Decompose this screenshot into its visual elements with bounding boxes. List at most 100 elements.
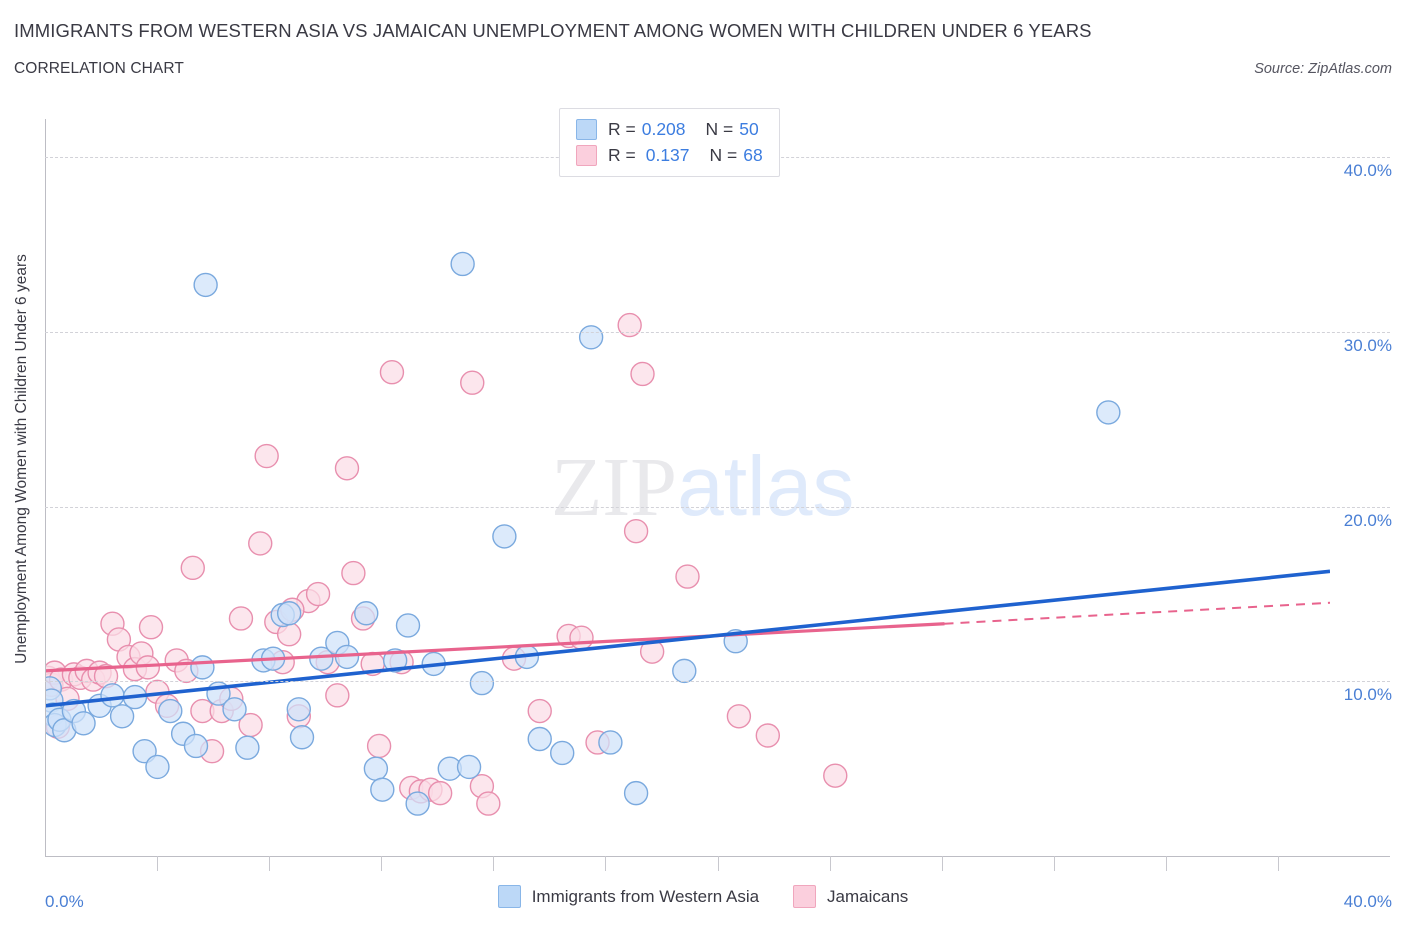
scatter-point[interactable] [755,723,781,748]
scatter-point[interactable] [675,564,700,589]
legend-swatch-pink-icon [576,144,597,166]
scatter-point[interactable] [183,733,209,759]
scatter-point[interactable] [527,698,552,724]
scatter-point[interactable] [550,740,575,766]
scatter-point[interactable] [354,601,379,626]
series-label-immigrants: Immigrants from Western Asia [531,886,760,906]
x-axis-tick [269,856,271,871]
scatter-point[interactable] [469,670,495,696]
correlation-row-blue: R = 0.208 N = 50 [576,116,763,142]
y-gridline [45,506,1390,508]
scatter-point[interactable] [623,518,649,544]
scatter-point[interactable] [617,312,642,338]
scatter-point[interactable] [382,648,408,673]
correlation-row-pink: R = 0.137 N = 68 [576,142,763,168]
trendline-jamaicans-projection [944,601,1330,625]
x-axis-tick [493,856,495,871]
scatter-point[interactable] [222,697,247,722]
scatter-point[interactable] [379,360,405,385]
scatter-group-immigrants [45,251,1121,816]
n-label-blue: N = [705,118,734,139]
scatter-point[interactable] [623,780,649,806]
scatter-point[interactable] [235,735,260,760]
x-axis-tick [381,856,383,871]
r-label-blue: R = [608,118,636,139]
scatter-point[interactable] [823,763,848,788]
scatter-point[interactable] [630,361,655,387]
legend-swatch-blue-icon [576,118,597,140]
scatter-point[interactable] [363,756,389,781]
scatter-point[interactable] [289,725,315,750]
scatter-point[interactable] [366,733,392,759]
y-axis-tick-label: 30.0% [1343,336,1392,356]
x-axis-tick [1277,856,1279,871]
scatter-point[interactable] [286,697,311,722]
scatter-point[interactable] [598,730,623,755]
trendline-jamaicans [45,622,945,673]
legend-item-immigrants[interactable]: Immigrants from Western Asia [497,885,760,908]
y-gridline [45,332,1390,334]
scatter-point[interactable] [109,704,135,729]
scatter-point[interactable] [492,524,517,549]
scatter-group-jamaicans [45,312,848,816]
y-axis-tick-label: 40.0% [1343,161,1392,181]
scatter-point[interactable] [228,606,254,631]
scatter-point[interactable] [569,625,594,650]
y-axis-title: Unemployment Among Women with Children U… [13,254,30,664]
scatter-point[interactable] [190,655,215,680]
scatter-point[interactable] [460,370,485,395]
source-label: Source: ZipAtlas.com [1254,61,1392,77]
chart-subtitle: CORRELATION CHART [14,60,184,77]
scatter-point[interactable] [100,683,125,708]
scatter-point[interactable] [158,698,183,724]
r-value-pink: 0.137 [645,144,690,165]
scatter-point[interactable] [405,791,430,816]
scatter-point[interactable] [672,658,697,684]
legend-item-jamaicans[interactable]: Jamaicans [793,885,908,908]
scatter-point[interactable] [370,777,395,802]
scatter-point[interactable] [248,531,273,556]
scatter-point[interactable] [309,646,334,671]
scatter-svg [45,251,1330,816]
y-axis-tick-label: 10.0% [1343,685,1392,705]
scatter-point[interactable] [180,555,205,581]
scatter-point[interactable] [145,754,170,780]
x-axis-tick [157,856,159,871]
scatter-point[interactable] [476,791,501,816]
n-value-blue: 50 [739,118,759,139]
r-value-blue: 0.208 [641,118,686,139]
x-axis-tick [717,856,719,871]
scatter-point[interactable] [456,754,482,780]
scatter-point[interactable] [276,601,302,626]
series-legend: Immigrants from Western Asia Jamaicans [0,885,1406,908]
series-swatch-blue-icon [497,885,521,908]
n-value-pink: 68 [743,144,763,165]
scatter-point[interactable] [395,613,421,638]
scatter-point[interactable] [71,711,96,736]
scatter-point[interactable] [1096,400,1121,425]
x-axis-tick [605,856,607,871]
scatter-point[interactable] [341,560,366,586]
scatter-point[interactable] [254,443,279,469]
scatter-point[interactable] [138,615,164,640]
series-label-jamaicans: Jamaicans [827,886,909,906]
scatter-point[interactable] [726,704,752,729]
r-label-pink: R = [608,144,636,165]
scatter-point[interactable] [578,325,604,350]
y-gridline [45,681,1390,683]
scatter-point[interactable] [305,581,331,607]
scatter-point[interactable] [325,683,350,708]
x-axis-tick [1165,856,1167,871]
scatter-point[interactable] [427,780,453,806]
scatter-point[interactable] [450,251,475,277]
x-axis-tick [1053,856,1055,871]
scatter-point[interactable] [334,456,360,481]
scatter-point[interactable] [132,739,157,764]
series-swatch-pink-icon [793,885,817,908]
correlation-legend: R = 0.208 N = 50 R = 0.137 N = 68 [559,108,780,177]
scatter-point[interactable] [527,726,552,752]
page-title: IMMIGRANTS FROM WESTERN ASIA VS JAMAICAN… [14,20,1092,41]
y-axis-line [45,119,46,856]
scatter-point[interactable] [193,272,218,298]
